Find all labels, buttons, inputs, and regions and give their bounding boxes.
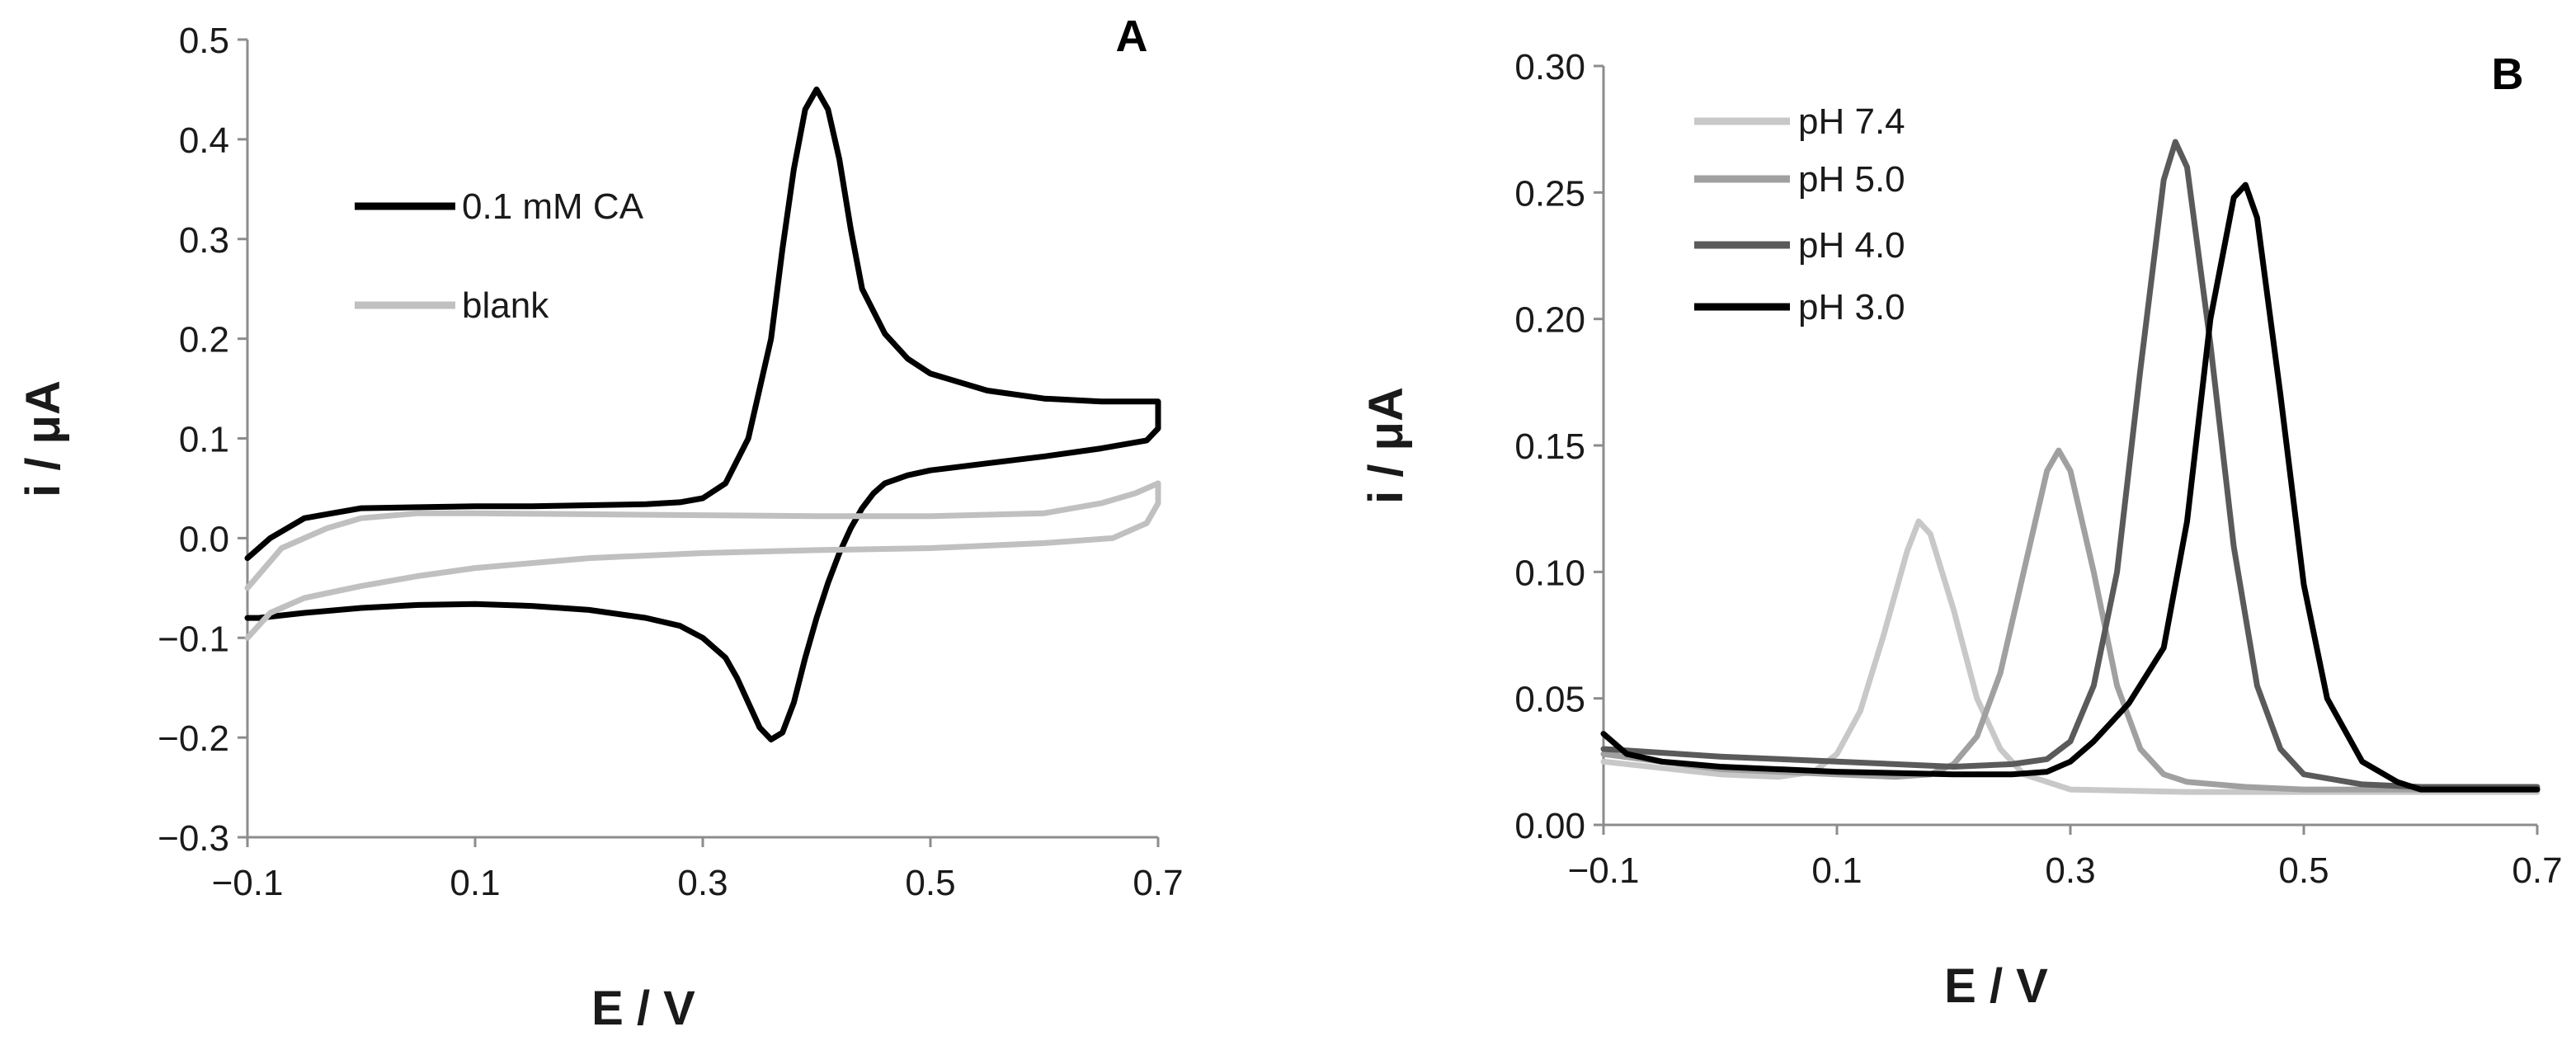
- panel-a-series-blank: [244, 480, 1161, 641]
- panel-b-y-tick-label: 0.20: [1514, 300, 1585, 341]
- panel-b-series-ph-3-0: [1600, 181, 2541, 793]
- panel-a: −0.1 0.1 0.3 0.5 0.7 −0.3 −0.2 −0.1 0.0 0.1 0.2 0.3…: [16, 12, 1184, 1035]
- panel-b-y-axis-label: i / μA: [1359, 387, 1413, 504]
- panel-a-x-tick-label: 0.3: [677, 863, 728, 903]
- panel-a-ticks: −0.1 0.1 0.3 0.5 0.7 −0.3 −0.2 −0.1 0.0 0.1 0.2 0.3…: [158, 21, 1183, 903]
- panel-b-y-tick-label: 0.25: [1514, 173, 1585, 214]
- panel-a-y-tick-label: −0.1: [158, 619, 229, 659]
- panel-b-legend-label-ph30: pH 3.0: [1798, 287, 1905, 327]
- panel-a-legend-label-ca: 0.1 mM CA: [462, 186, 644, 227]
- panel-a-series-0-1-mm-ca: [244, 86, 1161, 742]
- panel-a-y-tick-label: −0.3: [158, 818, 229, 859]
- panel-a-x-tick-label: −0.1: [212, 863, 284, 903]
- panel-b-legend-label-ph50: pH 5.0: [1798, 159, 1905, 200]
- panel-a-y-tick-label: 0.4: [179, 120, 229, 161]
- panel-b-x-tick-label: 0.5: [2278, 850, 2329, 891]
- panel-b-y-tick-label: 0.10: [1514, 553, 1585, 593]
- panel-b-x-axis-label: E / V: [1944, 959, 2048, 1013]
- panel-b-y-tick-label: 0.30: [1514, 47, 1585, 87]
- panel-b-x-tick-label: −0.1: [1568, 850, 1640, 891]
- panel-a-y-axis-label: i / μA: [16, 380, 70, 497]
- panel-a-y-tick-label: 0.3: [179, 220, 229, 261]
- panel-b-x-tick-label: 0.7: [2512, 850, 2562, 891]
- panel-b-legend-label-ph74: pH 7.4: [1798, 101, 1905, 142]
- panel-b-legend: pH 7.4 pH 5.0 pH 4.0 pH 3.0: [1694, 101, 1905, 327]
- panel-a-x-tick-label: 0.5: [905, 863, 955, 903]
- panel-a-label: A: [1116, 12, 1148, 61]
- panel-a-y-tick-label: −0.2: [158, 718, 229, 759]
- panel-a-legend: 0.1 mM CA blank: [355, 186, 644, 326]
- panel-b-y-tick-label: 0.00: [1514, 806, 1585, 846]
- panel-b-y-tick-label: 0.05: [1514, 680, 1585, 720]
- panel-a-series: [244, 86, 1161, 742]
- panel-b-series-ph-4-0: [1600, 139, 2541, 790]
- panel-b-legend-label-ph40: pH 4.0: [1798, 225, 1905, 266]
- panel-b-series: [1600, 139, 2541, 795]
- panel-b-x-tick-label: 0.1: [1811, 850, 1862, 891]
- panel-a-x-axis-label: E / V: [591, 982, 695, 1035]
- panel-a-y-tick-label: 0.0: [179, 519, 229, 559]
- panel-a-x-tick-label: 0.7: [1133, 863, 1183, 903]
- panel-b-label: B: [2492, 49, 2524, 99]
- panel-b-ticks: −0.1 0.1 0.3 0.5 0.7 0.00 0.05 0.10 0.15 0.20 0.25…: [1514, 47, 2562, 891]
- panel-a-y-tick-label: 0.2: [179, 320, 229, 360]
- panel-a-y-tick-label: 0.1: [179, 420, 229, 460]
- panel-a-x-tick-label: 0.1: [450, 863, 500, 903]
- panel-b-series-ph-7-4: [1600, 518, 2541, 795]
- panel-b-y-tick-label: 0.15: [1514, 426, 1585, 467]
- panel-b: −0.1 0.1 0.3 0.5 0.7 0.00 0.05 0.10 0.15 0.20 0.25…: [1359, 47, 2563, 1013]
- panel-a-y-tick-label: 0.5: [179, 21, 229, 61]
- panel-a-legend-label-blank: blank: [462, 285, 549, 326]
- panel-b-x-tick-label: 0.3: [2045, 850, 2095, 891]
